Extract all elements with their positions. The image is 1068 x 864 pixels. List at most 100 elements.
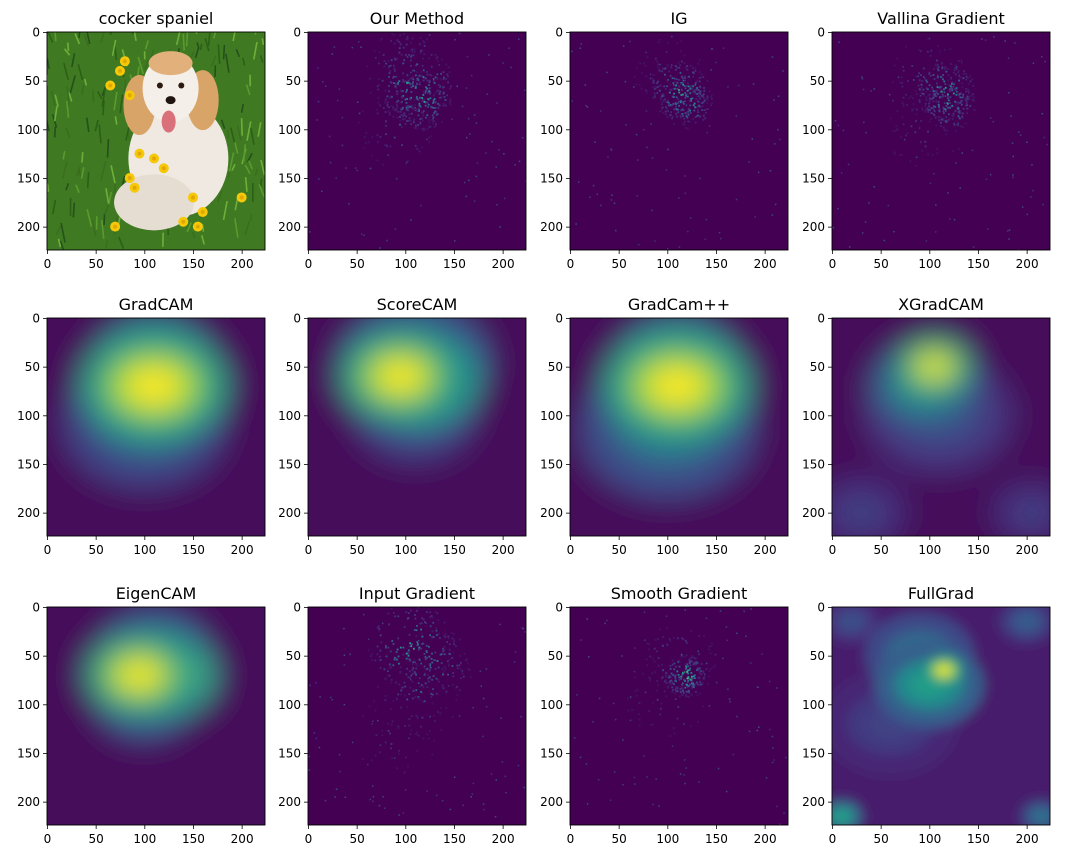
x-tick-label: 150 — [967, 257, 990, 271]
y-tick-label: 100 — [540, 698, 563, 712]
x-tick-label: 150 — [967, 832, 990, 846]
x-tick-label: 150 — [182, 543, 205, 557]
x-tick-label: 0 — [829, 257, 837, 271]
y-tick-label: 100 — [17, 409, 40, 423]
y-tick-label: 50 — [548, 74, 563, 88]
subplot-title: ScoreCAM — [377, 295, 458, 314]
x-tick-label: 50 — [350, 543, 365, 557]
subplot-scorecam: ScoreCAM 0 50 100 150 200 0 50 100 150 200 — [278, 295, 527, 557]
x-tick-label: 50 — [612, 257, 627, 271]
y-tick-label: 50 — [810, 74, 825, 88]
axes-frame — [569, 31, 789, 251]
y-tick-label: 0 — [293, 311, 301, 325]
y-tick-label: 150 — [17, 457, 40, 471]
x-tick-label: 50 — [612, 832, 627, 846]
y-tick-label: 150 — [802, 746, 825, 760]
heatmap-image — [308, 318, 526, 536]
x-tick-label: 100 — [394, 257, 417, 271]
x-tick-label: 200 — [1016, 543, 1039, 557]
y-tick-label: 100 — [278, 698, 301, 712]
subplot-cocker-spaniel: cocker spaniel 0 50 100 150 200 0 50 100 150 200 — [17, 9, 266, 271]
y-tick-label: 50 — [810, 360, 825, 374]
subplot-our-method: Our Method 0 50 100 150 200 0 50 100 150 200 — [278, 9, 527, 271]
axes-frame — [46, 31, 266, 251]
y-tick-label: 0 — [32, 600, 40, 614]
x-tick-label: 200 — [492, 832, 515, 846]
subplot-gradcam: GradCAM 0 50 100 150 200 0 50 100 150 200 — [17, 295, 266, 557]
y-tick-label: 100 — [278, 409, 301, 423]
x-tick-label: 150 — [705, 832, 728, 846]
y-tick-label: 150 — [17, 171, 40, 185]
y-tick-label: 50 — [286, 360, 301, 374]
x-tick-label: 100 — [133, 832, 156, 846]
y-tick-label: 50 — [548, 360, 563, 374]
x-tick-label: 50 — [89, 832, 104, 846]
x-tick-label: 100 — [133, 257, 156, 271]
x-tick-label: 50 — [874, 543, 889, 557]
x-tick-label: 0 — [829, 832, 837, 846]
subplot-title: Our Method — [370, 9, 464, 28]
y-tick-label: 200 — [278, 795, 301, 809]
x-tick-label: 0 — [305, 257, 313, 271]
y-tick-label: 100 — [802, 698, 825, 712]
subplot-input-gradient: Input Gradient 0 50 100 150 200 0 50 100 150 200 — [278, 584, 527, 846]
subplot-title: EigenCAM — [116, 584, 197, 603]
heatmap-image — [832, 318, 1050, 536]
y-tick-label: 50 — [25, 74, 40, 88]
y-tick-label: 100 — [17, 123, 40, 137]
heatmap-image — [47, 607, 265, 825]
x-tick-label: 200 — [1016, 257, 1039, 271]
x-tick-label: 100 — [918, 257, 941, 271]
y-tick-label: 50 — [810, 649, 825, 663]
y-tick-label: 0 — [32, 311, 40, 325]
x-tick-label: 150 — [182, 832, 205, 846]
heatmap-image — [47, 318, 265, 536]
x-tick-label: 0 — [567, 832, 575, 846]
subplot-fullgrad: FullGrad 0 50 100 150 200 0 50 100 150 200 — [802, 584, 1051, 846]
x-tick-label: 50 — [874, 257, 889, 271]
y-tick-label: 50 — [286, 649, 301, 663]
subplot-title: XGradCAM — [898, 295, 984, 314]
x-tick-label: 50 — [89, 257, 104, 271]
y-tick-label: 150 — [802, 457, 825, 471]
subplot-title: cocker spaniel — [99, 9, 214, 28]
y-tick-label: 150 — [540, 746, 563, 760]
heatmap-image — [570, 318, 788, 536]
heatmap-image — [308, 607, 526, 825]
axes-frame — [307, 31, 527, 251]
x-tick-label: 150 — [443, 832, 466, 846]
y-tick-label: 200 — [278, 220, 301, 234]
subplot-title: GradCAM — [119, 295, 194, 314]
x-tick-label: 50 — [874, 832, 889, 846]
axes-frame — [46, 317, 266, 537]
x-tick-label: 200 — [754, 543, 777, 557]
subplot-title: FullGrad — [908, 584, 974, 603]
x-tick-label: 200 — [231, 832, 254, 846]
y-tick-label: 50 — [286, 74, 301, 88]
y-tick-label: 0 — [32, 25, 40, 39]
y-tick-label: 150 — [278, 457, 301, 471]
y-tick-label: 100 — [540, 123, 563, 137]
y-tick-label: 150 — [278, 171, 301, 185]
x-tick-label: 0 — [567, 257, 575, 271]
axes-frame — [569, 317, 789, 537]
x-tick-label: 200 — [754, 832, 777, 846]
y-tick-label: 200 — [802, 220, 825, 234]
axes-frame — [569, 606, 789, 826]
x-tick-label: 100 — [918, 832, 941, 846]
y-tick-label: 100 — [802, 123, 825, 137]
subplot-xgradcam: XGradCAM 0 50 100 150 200 0 50 100 150 200 — [802, 295, 1051, 557]
axes-frame — [46, 606, 266, 826]
subplot-vallina-gradient: Vallina Gradient 0 50 100 150 200 0 50 100 150 200 — [802, 9, 1051, 271]
y-tick-label: 200 — [802, 506, 825, 520]
x-tick-label: 100 — [394, 543, 417, 557]
y-tick-label: 0 — [555, 25, 563, 39]
y-tick-label: 150 — [540, 457, 563, 471]
y-tick-label: 0 — [555, 311, 563, 325]
x-tick-label: 200 — [231, 543, 254, 557]
heatmap-image — [832, 607, 1050, 825]
x-tick-label: 150 — [443, 257, 466, 271]
subplot-title: GradCam++ — [628, 295, 730, 314]
photo-image — [47, 32, 265, 250]
